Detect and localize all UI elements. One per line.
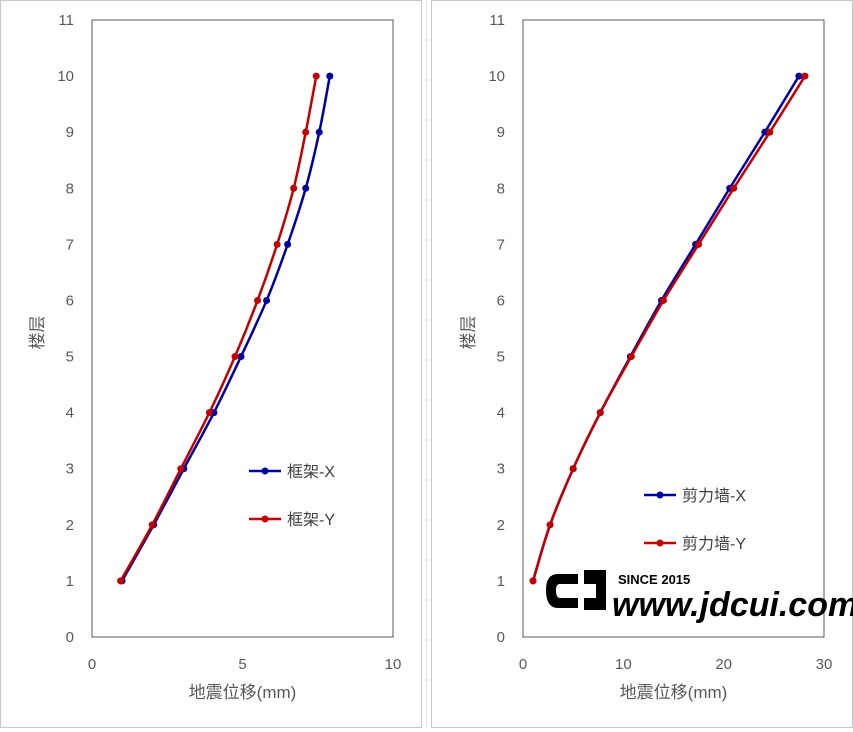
frame-y-tick-label: 10 <box>57 68 74 85</box>
frame-x-axis-title: 地震位移(mm) <box>189 683 297 702</box>
shearwall-series-1-point <box>761 128 769 136</box>
shearwall-series-2-point <box>766 128 774 136</box>
shearwall-series-1-point <box>795 72 803 80</box>
shearwall-series-2-point <box>627 353 635 361</box>
shearwall-series-2-point <box>596 409 604 417</box>
shearwall-series-2-point <box>546 521 554 529</box>
shearwall-series-2-point <box>801 72 809 80</box>
frame-series-2-point <box>290 184 298 192</box>
frame-y-tick-label: 9 <box>66 124 74 141</box>
frame-y-axis-title: 楼层 <box>28 316 47 350</box>
frame-series-2-point <box>148 521 156 529</box>
shearwall-x-tick-label: 20 <box>715 656 732 673</box>
frame-y-tick-label: 7 <box>66 236 74 253</box>
frame-plot-area <box>91 19 394 638</box>
shearwall-y-tick-label: 2 <box>497 517 505 534</box>
frame-series-2-point <box>117 577 125 585</box>
shearwall-x-tick-label: 30 <box>816 656 833 673</box>
frame-series-2-point <box>205 409 213 417</box>
frame-series-1-point <box>284 240 292 248</box>
frame-y-tick-label: 11 <box>58 12 74 29</box>
frame-series-line-1 <box>121 75 332 582</box>
frame-y-tick-label: 8 <box>66 180 74 197</box>
shearwall-series-line-2 <box>531 75 806 582</box>
shearwall-y-tick-label: 9 <box>497 124 505 141</box>
shearwall-series-2-point <box>659 296 667 304</box>
shearwall-y-tick-label: 10 <box>488 68 505 85</box>
frame-series-2-point <box>231 353 239 361</box>
frame-series-1-point <box>315 128 323 136</box>
frame-y-tick-label: 5 <box>66 349 74 366</box>
shearwall-x-tick-label: 10 <box>615 656 632 673</box>
shearwall-y-tick-label: 6 <box>497 292 505 309</box>
frame-series-2-point <box>302 128 310 136</box>
shearwall-plot-area <box>522 19 825 638</box>
frame-legend-marker-1 <box>261 467 269 475</box>
shearwall-y-tick-label: 0 <box>497 629 505 646</box>
shearwall-series-2-point <box>695 240 703 248</box>
frame-series-2-point <box>177 465 185 473</box>
shearwall-x-tick-label: 0 <box>519 656 527 673</box>
shearwall-legend-marker-2 <box>656 539 664 547</box>
frame-y-tick-label: 4 <box>66 405 74 422</box>
frame-series-2-point <box>312 72 320 80</box>
shearwall-y-axis-title: 楼层 <box>459 316 478 350</box>
frame-legend-label-2: 框架-Y <box>287 511 335 529</box>
shearwall-series-2-point <box>730 184 738 192</box>
shearwall-legend-label-1: 剪力墙-X <box>682 487 746 505</box>
frame-series-2-point <box>273 240 281 248</box>
frame-y-tick-label: 1 <box>66 573 74 590</box>
shearwall-series-line-1 <box>531 75 800 582</box>
chart-panel-shearwall-displacement[interactable]: 0 1 2 3 4 5 6 7 8 9 10 11 0 10 20 30 地震位移(mm) 楼层剪力墙-X 剪力墙-… <box>431 0 853 728</box>
shearwall-series-2-point <box>569 465 577 473</box>
frame-x-tick-label: 5 <box>238 656 246 673</box>
shearwall-y-tick-label: 8 <box>497 180 505 197</box>
shearwall-series-2-point <box>529 577 537 585</box>
shearwall-legend-label-2: 剪力墙-Y <box>682 535 746 553</box>
frame-y-tick-label: 6 <box>66 292 74 309</box>
shearwall-y-tick-label: 4 <box>497 405 505 422</box>
frame-y-tick-label: 0 <box>66 629 74 646</box>
frame-series-1-point <box>237 353 245 361</box>
shearwall-legend-marker-1 <box>656 491 664 499</box>
frame-y-tick-label: 2 <box>66 517 74 534</box>
shearwall-x-axis-title: 地震位移(mm) <box>620 683 728 702</box>
chart-panel-frame-displacement[interactable]: 0 1 2 3 4 5 6 7 8 9 10 11 0 5 10 地震位移(mm) 楼层框架-X 框架-Y <box>0 0 422 728</box>
shearwall-y-tick-label: 7 <box>497 236 505 253</box>
frame-legend-label-1: 框架-X <box>287 463 335 481</box>
frame-series-2-point <box>254 296 262 304</box>
frame-series-1-point <box>302 184 310 192</box>
frame-legend-marker-2 <box>261 515 269 523</box>
frame-series-line-2 <box>119 75 318 582</box>
shearwall-y-tick-label: 5 <box>497 349 505 366</box>
shearwall-y-tick-label: 11 <box>489 12 505 29</box>
shearwall-y-tick-label: 1 <box>497 573 505 590</box>
frame-x-tick-label: 10 <box>385 656 402 673</box>
shearwall-y-tick-label: 3 <box>497 461 505 478</box>
frame-series-1-point <box>263 296 271 304</box>
frame-series-1-point <box>326 72 334 80</box>
frame-y-tick-label: 3 <box>66 461 74 478</box>
frame-x-tick-label: 0 <box>88 656 96 673</box>
